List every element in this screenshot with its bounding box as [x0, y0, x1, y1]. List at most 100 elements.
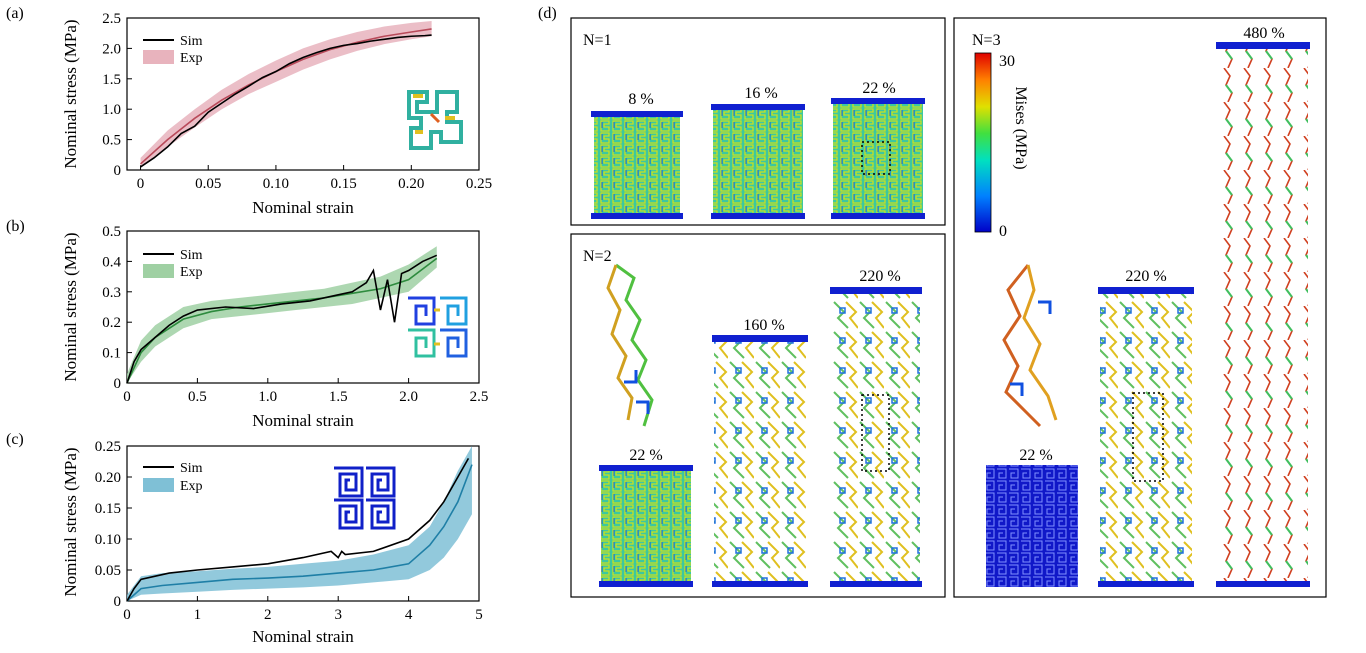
x-ticks-a: 0 0.05 0.10 0.15 0.20 0.25	[137, 165, 492, 192]
y-ticks-c: 0 0.05 0.10 0.15 0.20 0.25	[95, 439, 132, 610]
y-tick-label: 0	[114, 376, 122, 392]
x-axis-label-b: Nominal strain	[252, 411, 354, 430]
y-tick-label: 0.2	[102, 315, 121, 331]
box-n1: N=1 8 % 16 % 22 %	[570, 17, 946, 226]
legend-swatch-exp-b	[143, 264, 174, 278]
box-n3-frame	[953, 17, 1327, 598]
n3-strain-2: 220 %	[1125, 268, 1166, 285]
y-tick-label: 1.0	[102, 102, 121, 118]
y-tick-label: 0.25	[95, 439, 121, 455]
box-n3: N=3 30 0 Mises (MPa) 22 % 220 % 480 %	[953, 17, 1327, 598]
y-tick-label: 2.0	[102, 41, 121, 57]
x-tick-label: 4	[405, 607, 413, 623]
exp-band	[140, 21, 432, 167]
n1-specimen-22	[831, 98, 925, 219]
panel-label-b: (b)	[6, 218, 25, 235]
y-ticks-a: 0 0.5 1.0 1.5 2.0 2.5	[102, 11, 132, 179]
x-tick-label: 3	[334, 607, 342, 623]
panel-label-a: (a)	[6, 5, 24, 22]
x-tick-label: 2	[264, 607, 272, 623]
legend-b: Sim Exp	[143, 248, 203, 280]
legend-label-sim-a: Sim	[180, 34, 203, 49]
y-axis-label-b: Nominal stress (MPa)	[61, 232, 80, 381]
box-n2-frame	[570, 233, 946, 598]
unit-cell-inset-b	[406, 296, 468, 360]
n3-specimen-22	[986, 465, 1078, 587]
unit-cell-inset-a	[405, 88, 465, 150]
y-tick-label: 0	[114, 594, 122, 610]
x-tick-label: 1	[194, 607, 202, 623]
x-tick-label: 2.5	[470, 389, 489, 405]
x-tick-label: 0.10	[263, 176, 289, 192]
legend-label-sim-b: Sim	[180, 248, 203, 263]
plot-frame-b	[126, 230, 480, 384]
n1-strain-1: 8 %	[628, 91, 653, 108]
x-tick-label: 1.0	[258, 389, 277, 405]
sim-line	[140, 34, 432, 168]
n2-strain-3: 220 %	[859, 268, 900, 285]
y-tick-label: 0	[114, 163, 122, 179]
n1-specimen-16	[711, 104, 805, 219]
x-tick-label: 5	[475, 607, 483, 623]
box-n1-title: N=1	[583, 32, 612, 49]
plot-frame-c	[126, 445, 480, 602]
n1-specimen-8	[591, 111, 683, 219]
x-tick-label: 1.5	[329, 389, 348, 405]
box-n2: N=2 22 % 160 % 220 %	[570, 233, 946, 598]
plot-frame-a	[126, 17, 480, 171]
legend-c: Sim Exp	[143, 461, 203, 494]
y-tick-label: 0.15	[95, 501, 121, 517]
y-tick-label: 0.20	[95, 470, 121, 486]
legend-label-exp-a: Exp	[180, 51, 203, 66]
y-tick-label: 0.10	[95, 532, 121, 548]
sim-line	[126, 458, 470, 602]
y-tick-label: 0.1	[102, 346, 121, 362]
x-tick-label: 0	[123, 607, 131, 623]
y-tick-label: 0.3	[102, 285, 121, 301]
x-axis-label-a: Nominal strain	[252, 198, 354, 217]
y-ticks-b: 0 0.1 0.2 0.3 0.4 0.5	[102, 224, 132, 392]
y-tick-label: 0.05	[95, 563, 121, 579]
exp-band	[127, 246, 437, 383]
legend-label-exp-c: Exp	[180, 479, 203, 494]
colorbar-title: Mises (MPa)	[1012, 86, 1029, 169]
n3-strain-3: 480 %	[1243, 25, 1284, 42]
n2-unit-chain	[606, 263, 654, 427]
unit-cell-inset-c	[334, 466, 396, 530]
y-tick-label: 0.4	[102, 254, 121, 270]
colorbar-max: 30	[999, 53, 1015, 70]
x-tick-label: 2.0	[399, 389, 418, 405]
exp-line	[140, 28, 432, 165]
panel-d: (d) N=1 8 % 16 % 22 %	[538, 5, 1327, 598]
n1-strain-3: 22 %	[862, 80, 895, 97]
n2-strain-1: 22 %	[629, 447, 662, 464]
n3-specimen-220	[1098, 287, 1194, 587]
panel-label-c: (c)	[6, 431, 24, 448]
x-ticks-c: 0 1 2 3 4 5	[123, 596, 483, 623]
n2-specimen-160	[712, 335, 808, 587]
y-tick-label: 1.5	[102, 72, 121, 88]
x-ticks-b: 0 0.5 1.0 1.5 2.0 2.5	[123, 378, 488, 405]
y-axis-label-c: Nominal stress (MPa)	[61, 447, 80, 596]
chart-a: (a) 0 0.05 0.10 0.15 0.20 0.25 0 0.5 1.0 1.5 2.0 2…	[6, 5, 492, 217]
x-tick-label: 0.5	[188, 389, 207, 405]
exp-band	[127, 446, 472, 601]
x-tick-label: 0	[123, 389, 131, 405]
chart-c: (c) 0 1 2 3 4 5 0 0.05 0.10 0.15 0.20 0.25 Nominal…	[6, 431, 483, 646]
n2-strain-2: 160 %	[743, 317, 784, 334]
n3-specimen-480	[1216, 42, 1310, 587]
x-axis-label-c: Nominal strain	[252, 627, 354, 646]
colorbar: 30 0 Mises (MPa)	[974, 52, 1029, 240]
y-tick-label: 0.5	[102, 224, 121, 240]
box-n2-title: N=2	[583, 248, 612, 265]
n2-specimen-220	[830, 287, 922, 587]
legend-label-exp-b: Exp	[180, 265, 203, 280]
x-tick-label: 0.20	[398, 176, 424, 192]
x-tick-label: 0.25	[466, 176, 492, 192]
sim-line	[126, 254, 438, 384]
x-tick-label: 0	[137, 176, 145, 192]
y-tick-label: 2.5	[102, 11, 121, 27]
series-a	[140, 21, 432, 168]
y-axis-label-a: Nominal stress (MPa)	[61, 19, 80, 168]
